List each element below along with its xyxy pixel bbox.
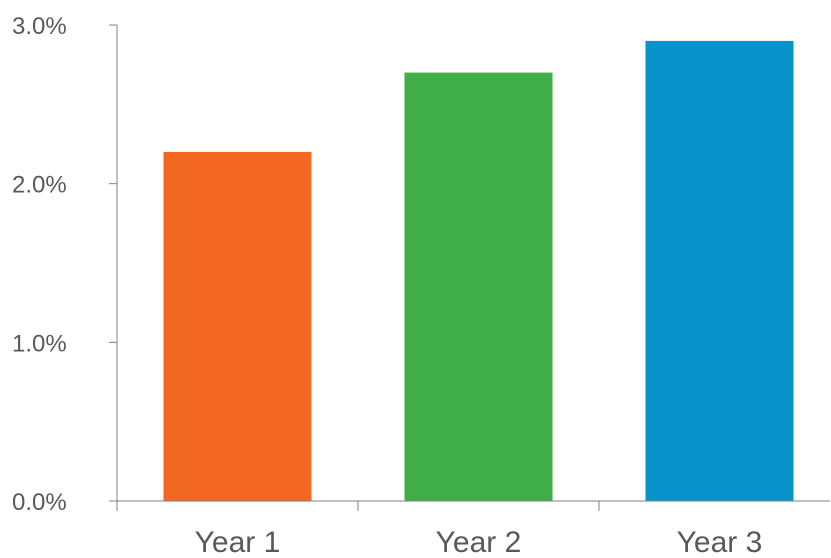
bar-year-1 — [164, 152, 312, 501]
x-tick-label: Year 1 — [195, 526, 281, 558]
x-tick-label: Year 2 — [436, 526, 522, 558]
y-tick-label: 2.0% — [12, 172, 67, 199]
x-tick-label: Year 3 — [677, 526, 763, 558]
y-tick-label: 0.0% — [12, 489, 67, 516]
bar-year-2 — [405, 73, 553, 501]
bars-layer — [164, 41, 794, 501]
y-tick-label: 3.0% — [12, 13, 67, 40]
bar-year-3 — [646, 41, 794, 501]
y-tick-label: 1.0% — [12, 330, 67, 357]
